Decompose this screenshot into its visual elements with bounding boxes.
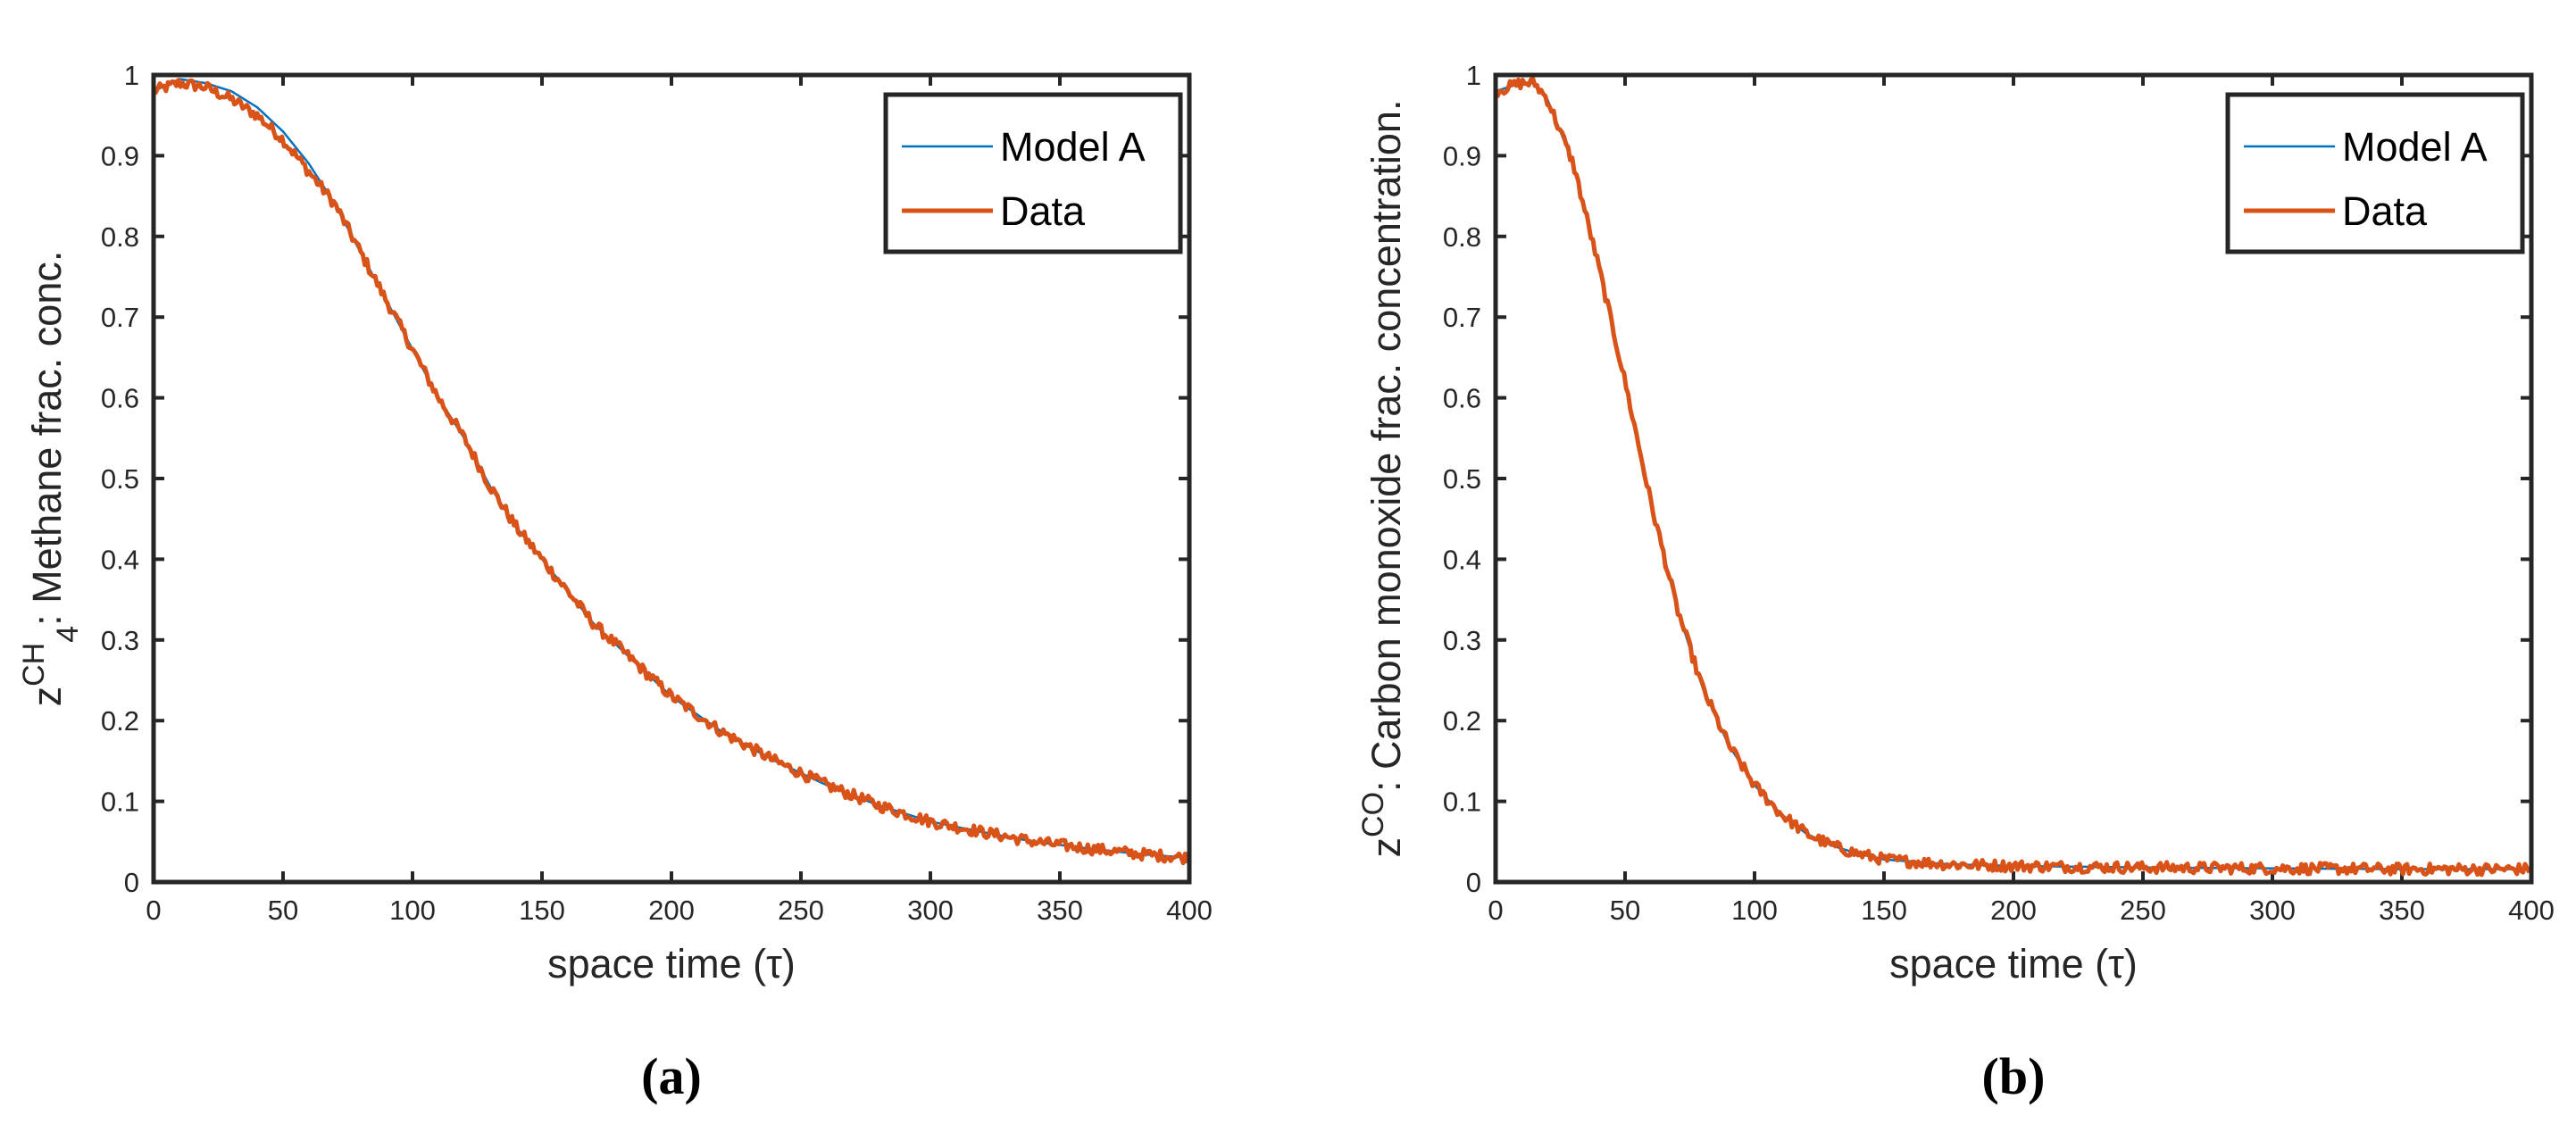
- series-line-data: [1496, 76, 2531, 878]
- legend: Model A Data: [883, 92, 1183, 254]
- y-tick-labels: 0 0.1 0.2 0.3 0.4 0.5 0.6 0.7 0.8 0.9 1: [101, 60, 139, 898]
- x-tick-label: 250: [778, 895, 824, 926]
- y-tick-label: 0.7: [101, 302, 139, 333]
- y-tick-label: 0.5: [101, 463, 139, 495]
- x-tick-label: 200: [648, 895, 695, 926]
- x-tick-label: 200: [1990, 895, 2037, 926]
- x-tick-labels: 0 50 100 150 200 250 300 350 400: [1488, 895, 2554, 926]
- y-axis-label: zCO: Carbon monoxide frac. concentration…: [1356, 100, 1409, 858]
- legend-box: [2225, 92, 2525, 254]
- plot-frame: [151, 72, 1192, 885]
- y-tick-label: 0.8: [1443, 221, 1481, 253]
- y-axis-label-prefix: z: [1363, 837, 1409, 858]
- y-tick-label: 1: [124, 60, 139, 91]
- y-tick-label: 0.6: [1443, 383, 1481, 414]
- x-tick-label: 300: [2249, 895, 2296, 926]
- x-tick-label: 350: [2379, 895, 2425, 926]
- y-axis-label-superscript: CH: [17, 643, 51, 687]
- series-lines: [1496, 76, 2531, 878]
- x-axis-label: space time (τ): [547, 941, 796, 987]
- y-tick-label: 0.7: [1443, 302, 1481, 333]
- y-tick-label: 0.1: [1443, 787, 1481, 818]
- x-tick-label: 400: [2508, 895, 2555, 926]
- y-tick-label: 0.2: [101, 705, 139, 737]
- x-tick-label: 50: [1610, 895, 1640, 926]
- y-tick-label: 0.3: [1443, 625, 1481, 656]
- y-tick-labels: 0 0.1 0.2 0.3 0.4 0.5 0.6 0.7 0.8 0.9 1: [1443, 60, 1481, 898]
- y-tick-label: 0.5: [1443, 463, 1481, 495]
- y-tick-label: 0.4: [1443, 544, 1481, 575]
- x-tick-label: 350: [1037, 895, 1083, 926]
- x-tick-label: 150: [519, 895, 565, 926]
- x-tick-label: 400: [1166, 895, 1213, 926]
- y-tick-label: 0: [124, 867, 139, 898]
- x-tick-label: 50: [268, 895, 298, 926]
- panel-caption-b: (b): [1982, 1047, 2046, 1105]
- y-axis-label-subscript: 4: [51, 626, 85, 643]
- x-tick-label: 300: [907, 895, 954, 926]
- legend-entry-model-a: Model A: [2342, 124, 2488, 170]
- x-tick-labels: 0 50 100 150 200 250 300 350 400: [146, 895, 1212, 926]
- y-tick-label: 0.1: [101, 787, 139, 818]
- x-tick-label: 0: [1488, 895, 1503, 926]
- y-tick-label: 0.3: [101, 625, 139, 656]
- y-tick-label: 1: [1466, 60, 1481, 91]
- y-axis-label-prefix: z: [24, 687, 70, 707]
- series-line-data: [154, 78, 1189, 866]
- y-axis-label: zCH4: Methane frac. conc.: [17, 251, 85, 707]
- legend: Model A Data: [2225, 92, 2525, 254]
- chart-panel-a: 0 0.1 0.2 0.3 0.4 0.5 0.6 0.7 0.8 0.9 1 0 50 100 150 2…: [17, 60, 1213, 1105]
- legend-box: [883, 92, 1183, 254]
- y-axis-label-text: : Carbon monoxide frac. concentration.: [1363, 100, 1409, 792]
- x-tick-label: 0: [146, 895, 161, 926]
- plot-frame: [1493, 72, 2534, 885]
- x-tick-label: 100: [389, 895, 436, 926]
- x-tick-label: 250: [2120, 895, 2166, 926]
- legend-entry-model-a: Model A: [1000, 124, 1146, 170]
- y-axis-label-text: : Methane frac. conc.: [24, 251, 70, 626]
- y-tick-label: 0.9: [1443, 140, 1481, 171]
- y-axis-label-superscript: CO: [1356, 792, 1390, 837]
- y-tick-label: 0.4: [101, 544, 139, 575]
- y-tick-label: 0.8: [101, 221, 139, 253]
- y-tick-label: 0.9: [101, 140, 139, 171]
- legend-entry-data: Data: [1000, 188, 1086, 234]
- chart-panel-b: 0 0.1 0.2 0.3 0.4 0.5 0.6 0.7 0.8 0.9 1 0 50 100 150 2…: [1356, 60, 2555, 1105]
- panel-caption-a: (a): [641, 1047, 702, 1105]
- y-tick-label: 0: [1466, 867, 1481, 898]
- x-tick-label: 150: [1861, 895, 1907, 926]
- series-lines: [154, 78, 1189, 866]
- y-tick-label: 0.6: [101, 383, 139, 414]
- y-tick-label: 0.2: [1443, 705, 1481, 737]
- x-axis-label: space time (τ): [1889, 941, 2138, 987]
- x-tick-label: 100: [1731, 895, 1778, 926]
- legend-entry-data: Data: [2342, 188, 2428, 234]
